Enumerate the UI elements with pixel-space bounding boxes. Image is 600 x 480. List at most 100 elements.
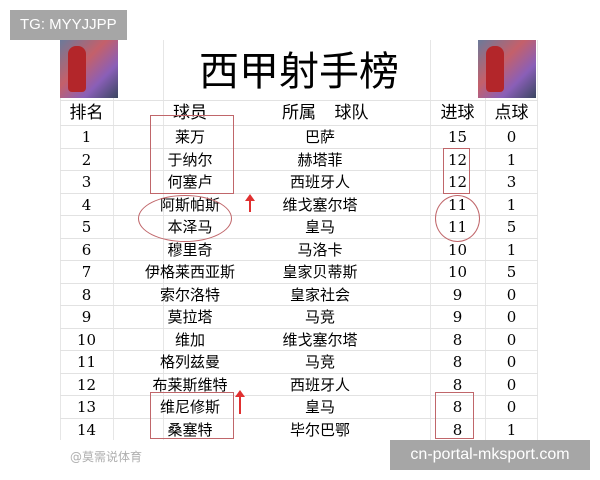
cell-penalties: 5 — [506, 218, 517, 236]
cell-player: 维尼修斯 — [159, 398, 220, 416]
cell-rank: 13 — [76, 398, 97, 416]
player-image-left — [60, 40, 118, 98]
cell-goals: 8 — [452, 398, 463, 416]
cell-player: 莱万 — [174, 128, 205, 146]
cell-penalties: 3 — [506, 173, 517, 191]
cell-penalties: 0 — [506, 398, 517, 416]
cell-team: 马洛卡 — [297, 240, 343, 259]
cell-player: 索尔洛特 — [159, 285, 220, 304]
cell-goals: 8 — [452, 330, 463, 349]
cell-rank: 9 — [81, 308, 92, 326]
cell-player: 维加 — [174, 330, 205, 349]
highlight-box — [150, 392, 234, 439]
cell-team: 马竞 — [304, 353, 335, 371]
header-player: 球员 — [173, 103, 207, 123]
cell-penalties: 1 — [506, 420, 517, 439]
table-row: 1 莱万 巴萨 15 0 — [60, 125, 538, 148]
cell-team: 维戈塞尔塔 — [282, 330, 358, 349]
cell-rank: 2 — [81, 150, 92, 169]
highlight-ellipse — [435, 195, 480, 242]
cell-rank: 7 — [81, 263, 92, 281]
cell-rank: 12 — [76, 375, 97, 394]
divider — [430, 40, 431, 440]
cell-penalties: 0 — [506, 353, 517, 371]
cell-player: 何塞卢 — [167, 173, 213, 191]
cell-penalties: 0 — [506, 308, 517, 326]
cell-goals: 12 — [447, 150, 468, 169]
up-arrow-icon — [245, 194, 255, 212]
cell-rank: 11 — [76, 353, 97, 371]
cell-rank: 10 — [76, 330, 97, 349]
cell-rank: 4 — [81, 195, 92, 214]
header-team-b: 球队 — [334, 103, 369, 123]
cell-penalties: 0 — [506, 285, 517, 304]
cell-goals: 12 — [447, 173, 468, 191]
cell-team: 皇马 — [304, 218, 335, 236]
cell-player: 格列兹曼 — [159, 353, 220, 371]
divider — [60, 40, 61, 440]
cell-rank: 1 — [81, 128, 92, 146]
cell-goals: 10 — [447, 240, 468, 259]
table-row: 12 布莱斯维特 西班牙人 8 0 — [60, 372, 538, 396]
cell-penalties: 0 — [506, 375, 517, 394]
table-row: 10 维加 维戈塞尔塔 8 0 — [60, 327, 538, 351]
divider — [163, 40, 164, 440]
cell-goals: 8 — [452, 375, 463, 394]
table-row: 8 索尔洛特 皇家社会 9 0 — [60, 282, 538, 306]
cell-goals: 8 — [452, 420, 463, 439]
cell-player: 于纳尔 — [167, 150, 213, 169]
cell-rank: 5 — [81, 218, 92, 236]
table-row: 3 何塞卢 西班牙人 12 3 — [60, 170, 538, 193]
header-goals: 进球 — [440, 103, 475, 123]
cell-team: 皇家贝蒂斯 — [282, 263, 358, 281]
cell-penalties: 1 — [506, 150, 517, 169]
cell-penalties: 0 — [506, 330, 517, 349]
table-header: 排名 球员 所属 球队 进球 点球 — [60, 100, 538, 126]
highlight-ellipse — [138, 195, 232, 242]
table-row: 13 维尼修斯 皇马 8 0 — [60, 395, 538, 418]
cell-player: 伊格莱西亚斯 — [144, 263, 235, 281]
highlight-box — [443, 148, 470, 194]
cell-team: 皇马 — [304, 398, 335, 416]
up-arrow-icon — [235, 390, 245, 414]
cell-goals: 9 — [452, 308, 463, 326]
cell-goals: 8 — [452, 353, 463, 371]
cell-player: 桑塞特 — [167, 420, 213, 439]
watermark: @莫需说体育 — [70, 450, 143, 464]
cell-team: 毕尔巴鄂 — [289, 420, 350, 439]
scorer-table: 西甲射手榜 排名 球员 所属 球队 进球 点球 1 莱万 巴萨 15 0 2 于纳尔 赫塔菲 1… — [60, 40, 538, 440]
cell-goals: 10 — [447, 263, 468, 281]
header-penalties: 点球 — [494, 103, 529, 123]
table-row: 6 穆里奇 马洛卡 10 1 — [60, 237, 538, 261]
table-row: 14 桑塞特 毕尔巴鄂 8 1 — [60, 417, 538, 441]
cell-player: 穆里奇 — [167, 240, 213, 259]
tg-tag: TG: MYYJJPP — [10, 10, 127, 40]
cell-penalties: 5 — [506, 263, 517, 281]
header-team-a: 所属 — [282, 103, 316, 123]
cell-player: 布莱斯维特 — [152, 375, 228, 394]
cell-team: 马竞 — [304, 308, 335, 326]
cell-player: 莫拉塔 — [167, 308, 213, 326]
header-rank: 排名 — [69, 103, 104, 123]
cell-team: 赫塔菲 — [297, 150, 343, 169]
table-row: 9 莫拉塔 马竞 9 0 — [60, 305, 538, 328]
cell-team: 西班牙人 — [289, 173, 350, 191]
divider — [537, 40, 538, 440]
cell-team: 巴萨 — [304, 128, 335, 146]
table-row: 11 格列兹曼 马竞 8 0 — [60, 350, 538, 373]
highlight-box — [150, 115, 234, 194]
cell-penalties: 1 — [506, 195, 517, 214]
divider — [113, 40, 114, 440]
table-row: 7 伊格莱西亚斯 皇家贝蒂斯 10 5 — [60, 260, 538, 283]
player-image-right — [478, 40, 536, 98]
cell-penalties: 1 — [506, 240, 517, 259]
cell-team: 维戈塞尔塔 — [282, 195, 358, 214]
highlight-box — [435, 392, 474, 439]
cell-penalties: 0 — [506, 128, 517, 146]
cell-team: 皇家社会 — [289, 285, 350, 304]
cell-rank: 14 — [76, 420, 97, 439]
cell-goals: 15 — [447, 128, 468, 146]
cell-rank: 8 — [81, 285, 92, 304]
table-row: 2 于纳尔 赫塔菲 12 1 — [60, 147, 538, 171]
cell-rank: 6 — [81, 240, 92, 259]
